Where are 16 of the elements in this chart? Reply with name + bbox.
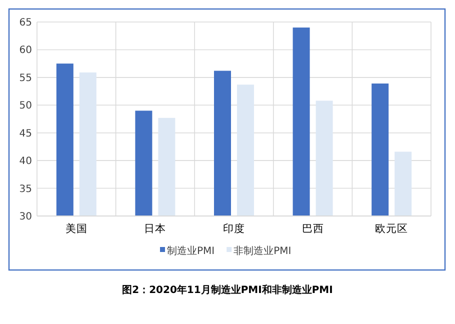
y-tick-label: 45: [19, 128, 32, 140]
y-tick-label: 55: [19, 72, 32, 84]
y-tick-label: 60: [19, 45, 32, 56]
text: 图2：2020年11月制造业PMI和非制造业PMI: [122, 284, 333, 296]
x-tick-label: 美国: [65, 222, 88, 235]
x-tick-label: 巴西: [302, 223, 324, 235]
x-tick-label: 欧元区: [375, 223, 408, 235]
y-tick-label: 40: [19, 156, 32, 168]
legend-label: 制造业PMI: [167, 245, 215, 257]
legend-label: 非制造业PMI: [234, 245, 292, 257]
y-tick-label: 30: [19, 212, 32, 222]
x-tick-label: 印度: [223, 222, 245, 235]
y-tick-label: 65: [19, 18, 32, 28]
y-tick-label: 50: [19, 100, 32, 112]
y-tick-label: 35: [19, 184, 32, 195]
x-tick-label: 日本: [144, 222, 166, 235]
